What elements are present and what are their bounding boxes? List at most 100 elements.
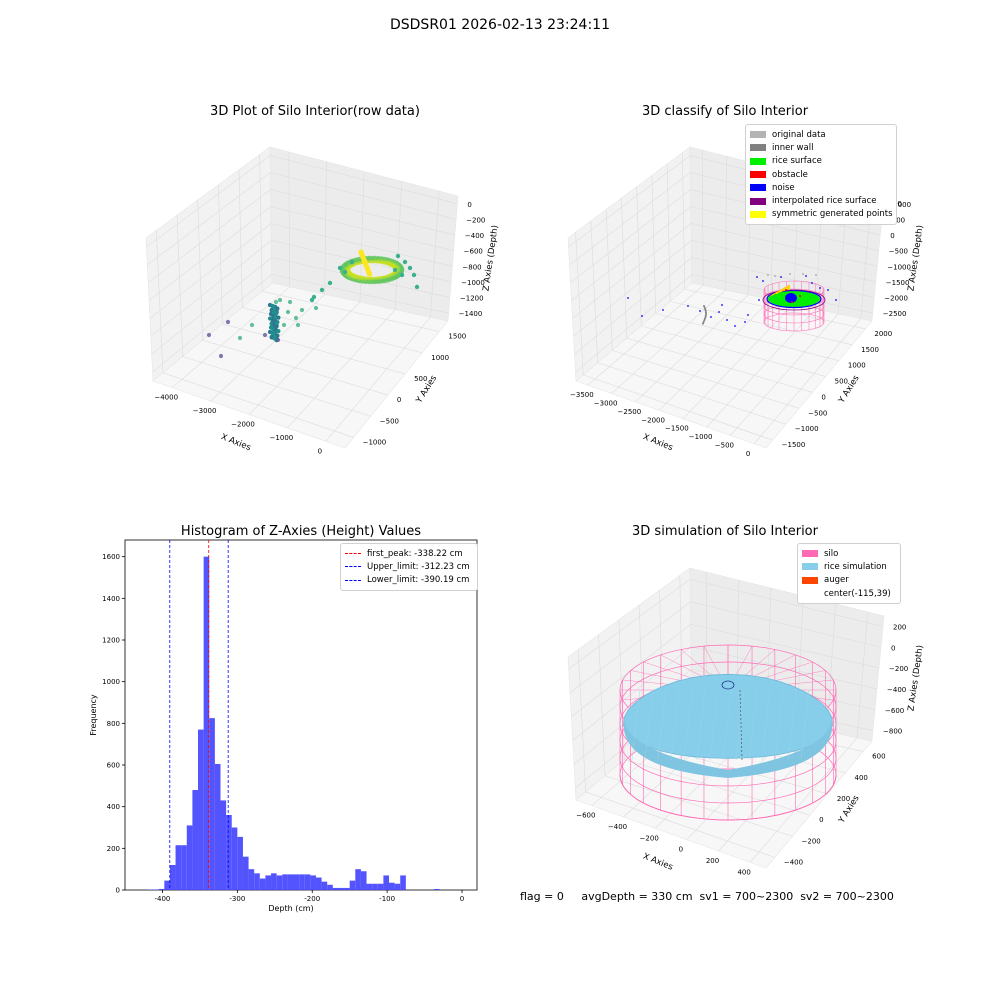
raw-grid-z [270, 155, 458, 205]
raw-ztick-label: −1200 [460, 295, 484, 303]
raw-point [402, 259, 408, 265]
sim-grid-y [604, 775, 793, 837]
cls-noise-point [699, 310, 701, 312]
raw-point [225, 319, 231, 325]
raw-point [281, 322, 287, 328]
raw-point [218, 353, 224, 359]
hist-bar [276, 875, 283, 890]
hist-bar [259, 878, 266, 890]
raw-ztick-label: −200 [466, 216, 485, 224]
hist-bar [344, 887, 350, 890]
hist-bar [181, 845, 187, 890]
hist-bar [355, 869, 361, 890]
cls-grid-z [691, 240, 876, 283]
hist-bar [186, 825, 193, 890]
cls-grid-z [575, 274, 693, 373]
raw-point [275, 333, 280, 338]
raw-ytick-label: 1000 [431, 354, 449, 362]
cls-xtick-label: −2500 [618, 408, 642, 416]
raw-xtick-label: −1000 [270, 434, 294, 442]
raw-grid-y [202, 339, 389, 396]
cls-noise-point [780, 276, 782, 278]
cls-ztick-label: 0 [890, 232, 894, 240]
figure-title: DSDSR01 2026-02-13 23:24:11 [389, 17, 610, 33]
sim-rice-mesh [787, 689, 797, 761]
sim-ztick-label: −400 [887, 686, 906, 694]
hist-xtick-label: 0 [460, 895, 464, 903]
hist-bar [394, 883, 401, 890]
raw-grid-x [430, 191, 440, 318]
legend-item-rice-simulation: rice simulation [802, 560, 896, 573]
cls-xtick-label: 0 [746, 450, 750, 458]
cls-ztick-label: −1000 [887, 263, 911, 271]
raw-grid-x [325, 317, 431, 442]
raw-point [309, 297, 315, 303]
raw-ytick-label: 0 [397, 396, 401, 404]
cls-grid-y [682, 152, 686, 290]
cls-grid-x [658, 299, 771, 411]
hist-bar [321, 881, 328, 890]
cls-xtick-label: −3000 [594, 400, 618, 408]
legend-item-symmetric: symmetric generated points [750, 208, 893, 221]
cls-zlabel: Z Axies (Depth) [906, 225, 925, 292]
raw-point [327, 280, 333, 286]
cls-grid-x [725, 156, 727, 291]
hist-bar [366, 883, 373, 890]
hist-bar [203, 556, 210, 890]
hist-xtick-label: -200 [304, 895, 320, 903]
histogram-title: Histogram of Z-Axies (Height) Values [180, 524, 422, 539]
cls-grid-y [651, 175, 657, 314]
hist-bar [377, 883, 384, 890]
raw-point [273, 299, 279, 305]
cls-grid-y [621, 198, 628, 339]
cls-ztick-label: −1500 [886, 279, 910, 287]
sim-grid-z [569, 601, 691, 693]
cls-inner-wall-point [703, 306, 706, 309]
hist-bar [389, 882, 395, 890]
raw-point [313, 305, 319, 311]
raw-3d-plot: −4000−3000−2000−10000−1000−5000500100015… [145, 146, 501, 455]
cls-ytick-label: 0 [821, 393, 825, 401]
sim-ytick-label: 0 [819, 816, 823, 824]
raw-grid-z [149, 223, 272, 319]
raw-grid-y [156, 230, 164, 373]
raw-point [395, 253, 401, 259]
raw-point [407, 265, 413, 271]
classify-plot-title: 3D classify of Silo Interior [641, 104, 809, 119]
hist-ylabel: Frequency [89, 694, 98, 736]
hist-xtick-label: -100 [379, 895, 395, 903]
raw-point [275, 337, 281, 343]
legend-item-first-peak: first_peak: -338.22 cm [345, 547, 473, 560]
sim-rice-mesh [696, 689, 706, 761]
cls-xtick-label: −500 [715, 441, 734, 449]
sim-xtick-label: −400 [608, 823, 627, 831]
cls-ytick-label: 1500 [861, 346, 879, 354]
cls-ytick-label: 500 [835, 378, 848, 386]
classify-3d-plot: −3500−3000−2500−2000−1500−1000−5000−1500… [567, 146, 926, 458]
sim-grid-z [690, 601, 882, 648]
sim-grid-z [690, 623, 880, 669]
cls-xtick-label: −2000 [641, 416, 665, 424]
raw-floor-pane [152, 282, 449, 449]
hist-bar [349, 880, 356, 891]
legend-item-lower-limit: Lower_limit: -390.19 cm [345, 574, 473, 587]
raw-point [276, 329, 281, 334]
sim-silo-front-ring [619, 774, 837, 821]
sim-rice-mesh [644, 689, 654, 761]
sim-grid-y [577, 649, 586, 792]
swatch-first-peak [345, 553, 361, 555]
raw-point [349, 259, 355, 265]
raw-point [275, 320, 280, 325]
sim-rice-side [624, 718, 832, 778]
cls-ytick-label: 1000 [848, 362, 866, 370]
raw-grid-z [147, 172, 271, 266]
raw-point [206, 332, 212, 338]
raw-ztick-label: −1400 [459, 310, 483, 318]
sim-grid-y [598, 634, 606, 776]
raw-ytick-label: −500 [380, 417, 399, 425]
swatch-lower-limit [345, 579, 361, 581]
raw-ztick-label: −400 [465, 232, 484, 240]
raw-point [275, 306, 280, 311]
swatch-obstacle [750, 171, 766, 179]
